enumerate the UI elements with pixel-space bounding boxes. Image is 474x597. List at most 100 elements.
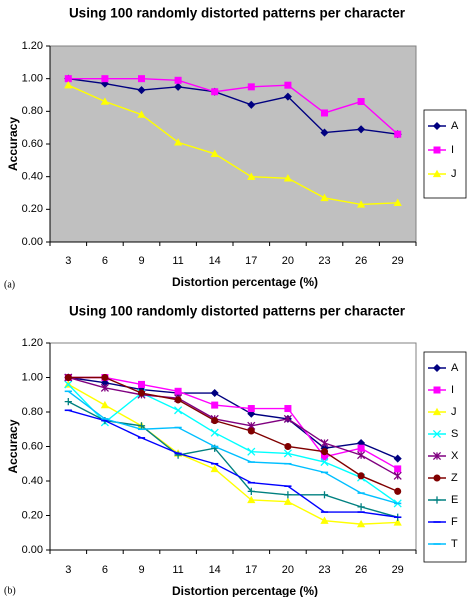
- data-point: [138, 75, 146, 83]
- data-point: [100, 383, 109, 392]
- data-point: [137, 389, 146, 397]
- x-tick-label: 3: [65, 255, 71, 267]
- data-point: [247, 100, 256, 109]
- data-point: [173, 138, 183, 146]
- data-point: [284, 405, 292, 413]
- x-tick-label: 9: [138, 564, 144, 576]
- x-tick-label: 20: [282, 564, 294, 576]
- data-point: [357, 472, 365, 480]
- data-point: [283, 449, 292, 458]
- x-tick-label: 9: [138, 255, 144, 267]
- data-point: [393, 518, 402, 526]
- x-tick-label: 14: [209, 564, 221, 576]
- x-tick-label: 23: [318, 564, 330, 576]
- y-tick-label: 0.20: [22, 203, 43, 215]
- series-line: [67, 383, 399, 504]
- data-point: [320, 438, 329, 448]
- series-line: [68, 409, 398, 518]
- data-point: [356, 519, 366, 528]
- data-point: [101, 373, 109, 382]
- y-tick-label: 0.40: [22, 171, 43, 183]
- data-point: [137, 86, 146, 95]
- series-line: [68, 77, 399, 135]
- data-point: [320, 109, 328, 117]
- chart-a: Using 100 randomly distorted patterns pe…: [4, 6, 467, 290]
- data-point: [210, 149, 219, 157]
- data-point: [64, 398, 72, 406]
- data-point: [284, 491, 292, 499]
- data-point: [211, 417, 219, 425]
- y-tick-label: 0.40: [22, 475, 43, 487]
- legend-marker: [432, 407, 442, 416]
- data-point: [247, 172, 256, 180]
- data-point: [174, 387, 182, 395]
- y-tick-label: 0.20: [22, 509, 43, 521]
- chart-b: Using 100 randomly distorted patterns pe…: [4, 304, 467, 597]
- data-point: [356, 200, 366, 208]
- data-point: [394, 130, 402, 138]
- data-point: [174, 406, 183, 415]
- y-tick-label: 1.20: [22, 40, 43, 52]
- legend-label: T: [451, 538, 458, 550]
- x-tick-label: 17: [245, 564, 257, 576]
- series-line: [68, 77, 398, 135]
- data-point: [320, 516, 329, 524]
- data-point: [357, 451, 366, 460]
- legend-label: F: [451, 516, 458, 528]
- series-F: [64, 409, 402, 519]
- data-point: [174, 82, 183, 91]
- data-point: [211, 401, 219, 409]
- series-line: [67, 383, 398, 525]
- data-point: [247, 447, 256, 456]
- data-point: [283, 497, 293, 505]
- x-tick-label: 11: [172, 564, 183, 576]
- x-tick-label: 11: [172, 255, 183, 267]
- y-tick-label: 0.80: [22, 406, 43, 418]
- series-line: [68, 376, 399, 477]
- data-point: [210, 464, 219, 473]
- legend-marker: [433, 146, 441, 154]
- data-point: [211, 88, 219, 96]
- y-tick-label: 0.60: [22, 138, 43, 150]
- panel-label: (b): [4, 585, 16, 596]
- y-tick-label: 0.60: [22, 440, 43, 452]
- data-point: [137, 110, 146, 118]
- legend-marker: [433, 386, 441, 394]
- data-point: [174, 396, 182, 404]
- series-line: [68, 84, 398, 206]
- legend-label: I: [451, 144, 454, 156]
- x-tick-label: 23: [318, 255, 330, 267]
- data-point: [64, 75, 72, 83]
- data-point: [210, 428, 219, 437]
- x-tick-label: 3: [65, 564, 71, 576]
- data-point: [283, 414, 292, 423]
- y-tick-label: 0.80: [22, 105, 43, 117]
- data-point: [137, 422, 146, 430]
- data-point: [210, 389, 219, 398]
- x-tick-label: 29: [392, 564, 404, 576]
- legend-box: [423, 109, 467, 199]
- series-line: [68, 376, 399, 470]
- data-point: [247, 427, 255, 435]
- series-J: [64, 80, 402, 208]
- legend-marker: [433, 496, 441, 504]
- y-tick-label: 1.00: [22, 73, 43, 85]
- series-line: [68, 376, 398, 460]
- x-tick-label: 6: [102, 564, 108, 576]
- data-point: [247, 495, 256, 504]
- legend-label: I: [451, 384, 454, 396]
- series-I: [64, 75, 402, 138]
- series-T: [64, 390, 402, 505]
- x-tick-label: 29: [392, 255, 404, 267]
- x-tick-label: 26: [355, 564, 367, 576]
- data-point: [247, 405, 255, 413]
- data-point: [247, 487, 255, 495]
- chart-title: Using 100 randomly distorted patterns pe…: [69, 304, 406, 319]
- legend-label: J: [451, 406, 457, 418]
- data-point: [174, 76, 182, 84]
- chart-title: Using 100 randomly distorted patterns pe…: [69, 6, 406, 21]
- y-axis-label: Accuracy: [6, 117, 20, 171]
- plot-area: [49, 342, 417, 551]
- x-tick-label: 17: [245, 255, 257, 267]
